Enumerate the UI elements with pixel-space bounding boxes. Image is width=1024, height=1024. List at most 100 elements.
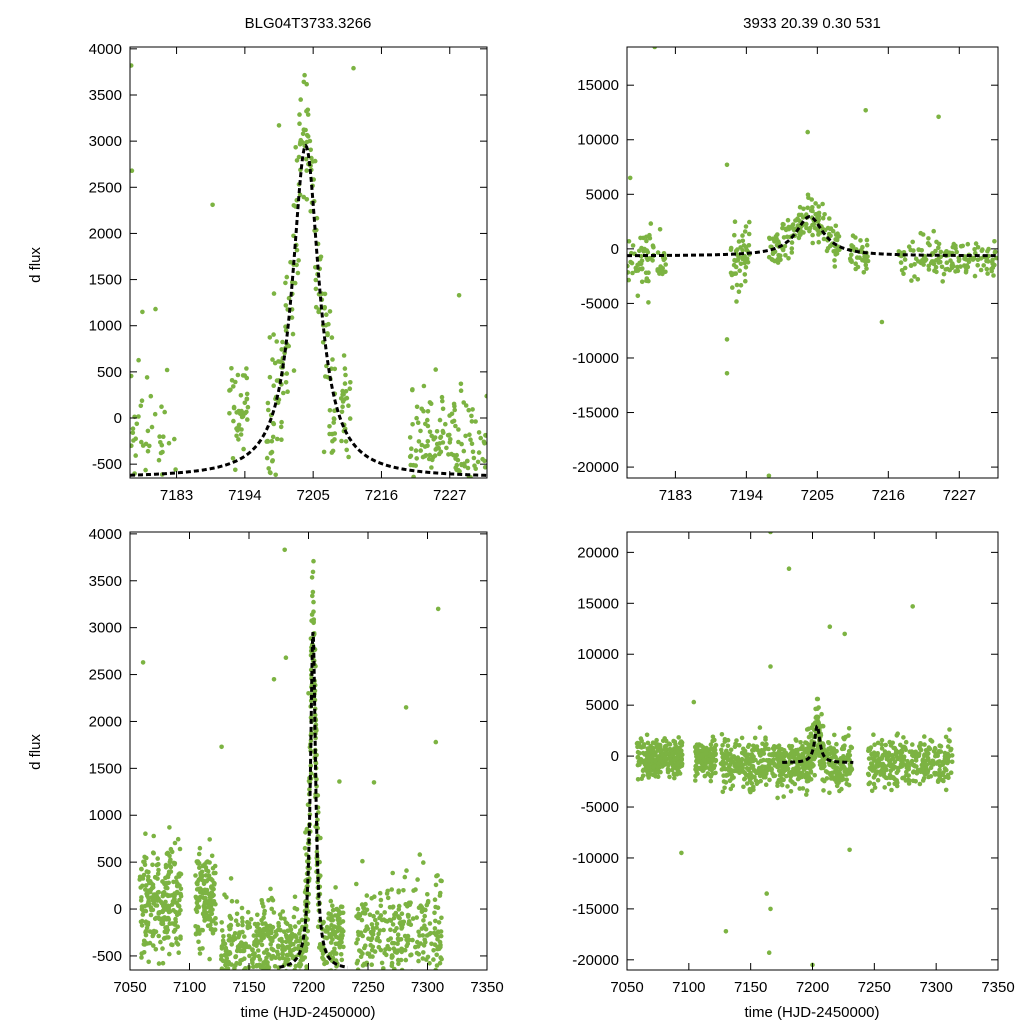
data-point (663, 269, 668, 275)
data-point (743, 224, 749, 229)
data-point (246, 973, 251, 978)
data-point (401, 985, 406, 990)
data-point (427, 921, 433, 926)
data-point (275, 983, 280, 988)
data-point (741, 784, 746, 790)
data-point (307, 787, 312, 792)
data-point (403, 957, 409, 963)
data-point (736, 289, 742, 295)
y-tick-label: 4000 (89, 526, 122, 543)
data-point (850, 233, 856, 238)
data-point (942, 756, 948, 762)
data-point (741, 243, 747, 248)
data-point (151, 850, 156, 856)
data-point (912, 274, 917, 279)
data-point (662, 736, 667, 741)
data-point (283, 280, 288, 286)
data-point (991, 273, 996, 278)
data-point (916, 259, 921, 264)
data-point (423, 453, 429, 458)
data-point (244, 366, 249, 371)
data-point (450, 419, 455, 425)
data-point (892, 759, 898, 765)
data-point (864, 237, 870, 243)
data-point (901, 762, 907, 767)
data-point (742, 229, 748, 234)
data-point (303, 899, 309, 904)
data-point (279, 437, 284, 443)
data-point (239, 414, 245, 420)
data-point (743, 278, 748, 284)
data-point (838, 762, 844, 768)
data-point (296, 943, 302, 949)
data-point (468, 437, 473, 443)
data-point (740, 238, 746, 244)
data-point (175, 883, 180, 888)
data-point (815, 714, 821, 720)
data-point (833, 223, 839, 229)
data-point (736, 254, 742, 260)
data-point (171, 879, 176, 885)
data-point (320, 955, 325, 961)
data-point (901, 775, 907, 780)
data-point (482, 465, 487, 470)
data-point (635, 777, 641, 782)
data-point (394, 926, 399, 931)
data-point (160, 893, 166, 899)
data-point (911, 248, 916, 253)
data-point (960, 243, 965, 249)
data-point (849, 252, 854, 257)
data-point (922, 734, 927, 739)
data-point (252, 971, 257, 976)
data-point (130, 373, 134, 379)
data-point (158, 440, 163, 445)
data-point (973, 241, 979, 246)
data-point (925, 770, 930, 775)
data-point (150, 929, 156, 935)
outlier-point (652, 47, 657, 50)
data-point (440, 398, 445, 404)
data-point (834, 251, 840, 256)
data-point (271, 910, 277, 915)
outlier-point (724, 337, 730, 342)
data-point (630, 243, 636, 248)
data-point (411, 474, 416, 478)
data-point (417, 933, 422, 938)
data-point (728, 747, 734, 753)
data-point (421, 950, 426, 955)
data-point (655, 250, 661, 255)
data-point (381, 966, 386, 970)
data-point (431, 948, 436, 953)
data-point (339, 927, 345, 932)
data-point (330, 903, 335, 908)
data-point (438, 434, 444, 440)
data-point (280, 909, 286, 914)
outlier-point (282, 547, 288, 553)
data-point (333, 941, 339, 947)
data-point (322, 970, 327, 975)
data-point (431, 957, 436, 962)
data-point (233, 918, 239, 923)
data-point (168, 857, 173, 862)
data-point (340, 404, 345, 410)
data-point (745, 752, 750, 757)
outlier-point (863, 108, 868, 113)
data-point (163, 899, 168, 905)
data-point (705, 747, 710, 752)
y-tick-label: 0 (114, 410, 122, 427)
data-point (458, 381, 464, 387)
data-point (753, 757, 758, 763)
data-point (657, 742, 663, 748)
data-point (404, 937, 409, 943)
data-point (236, 437, 241, 442)
data-point (267, 374, 273, 380)
data-point (332, 408, 337, 414)
data-point (478, 435, 484, 441)
x-tick-label: 7205 (296, 487, 329, 504)
data-point (239, 915, 245, 921)
data-point (138, 898, 144, 903)
data-point (645, 740, 651, 746)
data-point (753, 778, 759, 783)
data-point (746, 243, 752, 248)
data-point (401, 970, 406, 975)
